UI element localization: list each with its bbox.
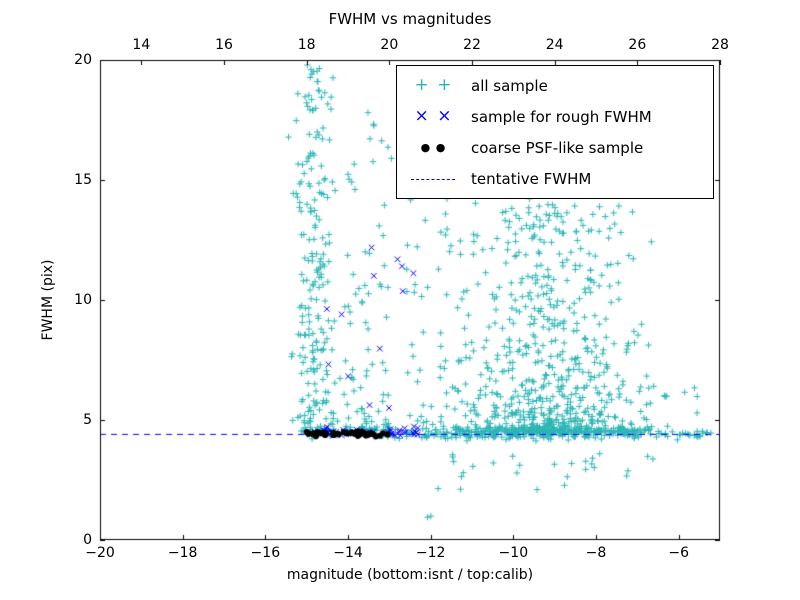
y-tick-label: 15 bbox=[74, 172, 92, 188]
legend-label-tentative-fwhm: tentative FWHM bbox=[471, 169, 592, 188]
x-tick-label-top: 20 bbox=[380, 37, 399, 53]
x-tick-label-bottom: −14 bbox=[333, 545, 363, 561]
x-tick-label-top: 14 bbox=[132, 37, 151, 53]
x-tick-label-top: 26 bbox=[628, 37, 647, 53]
legend-entry-tentative-fwhm: tentative FWHM bbox=[405, 163, 705, 194]
chart-title: FWHM vs magnitudes bbox=[328, 10, 492, 28]
x-tick-label-bottom: −10 bbox=[498, 545, 529, 561]
y-tick-label: 0 bbox=[83, 532, 92, 548]
legend-label-psf-sample: coarse PSF-like sample bbox=[471, 138, 644, 157]
legend-entry-rough-fwhm: × × sample for rough FWHM bbox=[405, 101, 705, 132]
x-tick-label-top: 16 bbox=[215, 37, 233, 53]
legend-label-all-sample: all sample bbox=[471, 76, 548, 95]
x-tick-label-top: 22 bbox=[463, 37, 481, 53]
y-tick-label: 5 bbox=[83, 412, 92, 428]
plus-marker-icon: + + bbox=[414, 75, 452, 95]
x-axis-label: magnitude (bottom:isnt / top:calib) bbox=[286, 567, 534, 583]
circle-marker-icon: ● ● bbox=[420, 141, 446, 154]
legend-label-rough-fwhm: sample for rough FWHM bbox=[471, 107, 652, 126]
x-tick-label-bottom: −6 bbox=[668, 545, 689, 561]
y-tick-label: 20 bbox=[74, 52, 92, 68]
x-marker-icon: × × bbox=[414, 106, 452, 126]
y-tick-label: 10 bbox=[74, 292, 92, 308]
x-tick-label-bottom: −12 bbox=[415, 545, 446, 561]
legend: + + all sample × × sample for rough FWHM… bbox=[396, 65, 714, 199]
x-tick-label-bottom: −8 bbox=[585, 545, 607, 561]
x-tick-label-top: 28 bbox=[711, 37, 729, 53]
x-tick-label-bottom: −18 bbox=[167, 545, 198, 561]
dashed-line-icon bbox=[405, 171, 461, 187]
x-tick-label-top: 24 bbox=[545, 37, 564, 53]
x-tick-label-bottom: −20 bbox=[85, 545, 115, 561]
x-tick-label-top: 18 bbox=[297, 37, 316, 53]
legend-entry-psf-sample: ● ● coarse PSF-like sample bbox=[405, 132, 705, 163]
dashed-line-swatch bbox=[411, 178, 455, 180]
legend-entry-all-sample: + + all sample bbox=[405, 70, 705, 101]
x-tick-label-bottom: −16 bbox=[250, 545, 281, 561]
